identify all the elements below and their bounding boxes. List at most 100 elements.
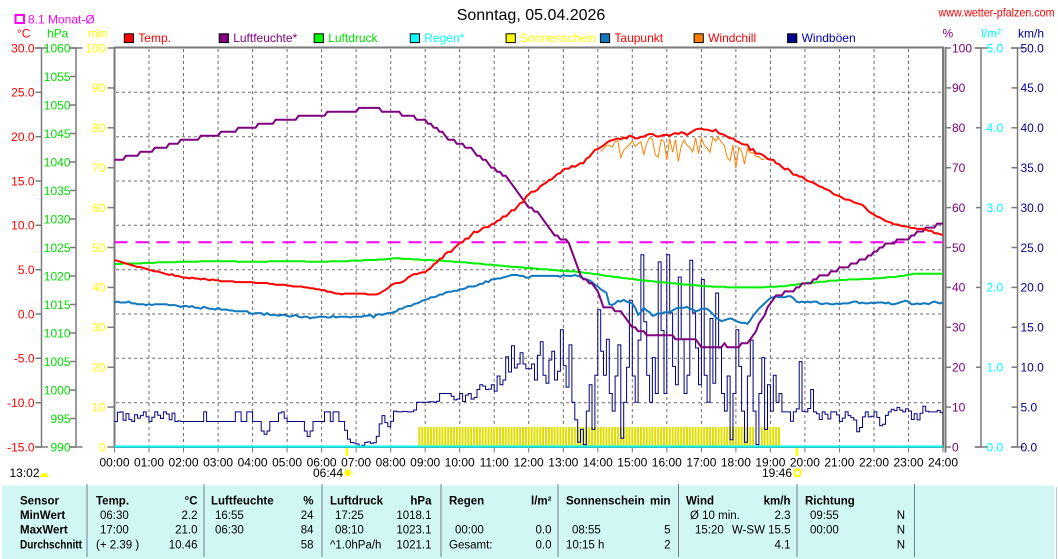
- svg-text:90: 90: [952, 81, 966, 95]
- svg-text:min: min: [650, 496, 670, 508]
- svg-text:Temp.: Temp.: [96, 496, 129, 508]
- svg-text:25.0: 25.0: [11, 86, 35, 100]
- svg-text:W-SW 15.5: W-SW 15.5: [732, 525, 791, 537]
- svg-text:30: 30: [952, 321, 966, 335]
- svg-text:(+ 2.39 ): (+ 2.39 ): [96, 539, 139, 551]
- svg-text:40: 40: [92, 281, 106, 295]
- svg-text:15:20: 15:20: [695, 525, 724, 537]
- svg-text:°C: °C: [185, 496, 198, 508]
- svg-text:Windböen: Windböen: [802, 31, 856, 45]
- svg-text:-5.0: -5.0: [14, 352, 35, 366]
- svg-text:06:44: 06:44: [313, 466, 343, 480]
- svg-text:13:02: 13:02: [10, 466, 40, 480]
- svg-text:Sonnenschein: Sonnenschein: [566, 496, 645, 508]
- svg-text:Gesamt:: Gesamt:: [449, 539, 492, 551]
- svg-text:995: 995: [50, 412, 70, 426]
- svg-text:hPa: hPa: [410, 496, 432, 508]
- svg-text:19:00: 19:00: [755, 456, 785, 470]
- svg-text:Regen: Regen: [449, 496, 484, 508]
- svg-text:km/h: km/h: [1018, 27, 1044, 41]
- svg-text:08:10: 08:10: [335, 525, 364, 537]
- svg-text:1035: 1035: [44, 184, 71, 198]
- svg-text:MaxWert: MaxWert: [20, 525, 68, 537]
- svg-text:l/m²: l/m²: [981, 27, 1001, 41]
- svg-text:01:00: 01:00: [134, 456, 164, 470]
- svg-text:00:00: 00:00: [99, 456, 129, 470]
- svg-text:Ø 10 min.: Ø 10 min.: [690, 510, 740, 522]
- svg-text:3.0: 3.0: [987, 201, 1004, 215]
- svg-text:20.0: 20.0: [11, 130, 35, 144]
- svg-text:84: 84: [301, 525, 314, 537]
- svg-text:5.0: 5.0: [1021, 400, 1038, 414]
- svg-text:Sonnenschein: Sonnenschein: [520, 31, 596, 45]
- svg-text:%: %: [303, 496, 313, 508]
- svg-text:0: 0: [952, 440, 959, 454]
- svg-text:Sonntag, 05.04.2026: Sonntag, 05.04.2026: [457, 7, 606, 24]
- svg-text:20: 20: [92, 361, 106, 375]
- svg-text:17:25: 17:25: [335, 510, 364, 522]
- svg-text:4.0: 4.0: [987, 121, 1004, 135]
- svg-text:07:00: 07:00: [341, 456, 371, 470]
- svg-text:-15.0: -15.0: [7, 440, 35, 454]
- svg-text:30.0: 30.0: [1021, 201, 1045, 215]
- svg-text:0.0: 0.0: [987, 440, 1004, 454]
- svg-text:30: 30: [92, 321, 106, 335]
- svg-text:°C: °C: [17, 27, 31, 41]
- svg-text:2.3: 2.3: [775, 510, 791, 522]
- svg-text:10:00: 10:00: [445, 456, 475, 470]
- svg-text:100: 100: [85, 41, 105, 55]
- svg-text:8.1 Monat-Ø: 8.1 Monat-Ø: [28, 13, 95, 27]
- svg-text:0.0: 0.0: [1021, 440, 1038, 454]
- svg-text:40: 40: [952, 281, 966, 295]
- svg-text:1005: 1005: [44, 355, 71, 369]
- svg-text:02:00: 02:00: [168, 456, 198, 470]
- svg-text:1000: 1000: [44, 383, 71, 397]
- svg-text:16:00: 16:00: [652, 456, 682, 470]
- svg-text:19:46: 19:46: [762, 466, 792, 480]
- svg-text:Windchill: Windchill: [708, 31, 756, 45]
- svg-text:1040: 1040: [44, 155, 71, 169]
- svg-text:1020: 1020: [44, 269, 71, 283]
- svg-text:Taupunkt: Taupunkt: [614, 31, 663, 45]
- svg-text:MinWert: MinWert: [20, 510, 65, 522]
- svg-text:N: N: [897, 539, 905, 551]
- svg-text:www.wetter-pfalzen.com: www.wetter-pfalzen.com: [938, 6, 1055, 20]
- svg-text:04:00: 04:00: [238, 456, 268, 470]
- svg-text:0: 0: [99, 440, 106, 454]
- svg-text:11:00: 11:00: [480, 456, 509, 470]
- svg-text:15.0: 15.0: [11, 174, 35, 188]
- svg-text:60: 60: [92, 201, 106, 215]
- svg-text:20: 20: [952, 361, 966, 375]
- svg-text:Luftdruck: Luftdruck: [328, 31, 378, 45]
- svg-text:08:00: 08:00: [376, 456, 406, 470]
- svg-text:1018.1: 1018.1: [396, 510, 431, 522]
- svg-text:Wind: Wind: [686, 496, 714, 508]
- svg-text:Luftfeuchte*: Luftfeuchte*: [233, 31, 297, 45]
- svg-text:35.0: 35.0: [1021, 161, 1045, 175]
- svg-text:09:55: 09:55: [810, 510, 839, 522]
- svg-text:Durchschnitt: Durchschnitt: [20, 539, 82, 551]
- svg-text:10.0: 10.0: [1021, 361, 1045, 375]
- svg-text:10: 10: [92, 400, 106, 414]
- svg-text:40.0: 40.0: [1021, 121, 1045, 135]
- svg-text:1.0: 1.0: [987, 361, 1004, 375]
- svg-text:4.1: 4.1: [775, 539, 791, 551]
- svg-text:10.46: 10.46: [169, 539, 198, 551]
- svg-text:05:00: 05:00: [272, 456, 302, 470]
- svg-text:10.0: 10.0: [11, 219, 35, 233]
- svg-text:5.0: 5.0: [18, 263, 35, 277]
- svg-text:1015: 1015: [44, 298, 71, 312]
- svg-text:5.0: 5.0: [987, 41, 1004, 55]
- svg-text:50: 50: [952, 241, 966, 255]
- svg-text:80: 80: [952, 121, 966, 135]
- svg-text:N: N: [897, 525, 905, 537]
- svg-text:Luftfeuchte: Luftfeuchte: [211, 496, 274, 508]
- svg-text:0.0: 0.0: [18, 307, 35, 321]
- svg-text:13:00: 13:00: [548, 456, 578, 470]
- svg-text:N: N: [897, 510, 905, 522]
- svg-text:22:00: 22:00: [859, 456, 889, 470]
- svg-text:Luftdruck: Luftdruck: [330, 496, 384, 508]
- svg-text:1045: 1045: [44, 127, 71, 141]
- svg-text:80: 80: [92, 121, 106, 135]
- svg-text:1050: 1050: [44, 98, 71, 112]
